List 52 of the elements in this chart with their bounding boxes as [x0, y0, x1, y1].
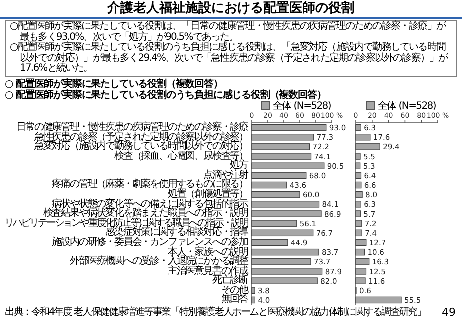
y-tick-label: 日常の健康管理・慢性疾患の疾病管理のための診察・診療 — [16, 122, 248, 133]
bar — [356, 134, 371, 141]
text: ○ 配置医師が実際に果たしている役割（複数回答） — [5, 79, 223, 90]
bar — [252, 153, 312, 160]
bar — [252, 230, 314, 237]
legend-label: 全体 (N=528) — [272, 101, 331, 112]
bar — [252, 210, 322, 218]
bar — [356, 230, 362, 237]
text: 介護老人福祉施設における配置医師の役割 — [106, 0, 356, 17]
bar — [252, 124, 327, 132]
source-note: 出典：令和4年度 老人保健健康増進等事業「特別養護老人ホームと医療機関の協力体制に関する調査研究」 — [5, 307, 426, 319]
bar — [252, 287, 256, 294]
y-tick-label: 死亡診断 — [212, 275, 248, 286]
bar — [356, 144, 380, 150]
bar — [356, 258, 370, 266]
bar — [252, 162, 325, 170]
bar — [356, 268, 367, 275]
bar — [356, 124, 362, 132]
bar — [252, 239, 288, 246]
legend-label: 全体 (N=528) — [377, 101, 436, 112]
text: 49 — [442, 306, 456, 319]
bar — [252, 278, 318, 284]
bar — [356, 191, 363, 198]
bar — [252, 268, 323, 275]
text: ○ 配置医師が実際に果たしている役割のうち負担に感じる役割（複数回答） — [5, 90, 326, 101]
text: ○配置医師が実際に果たしている役割のうち負担に感じる役割は、「急変対応（施設内で勤務している時間以外での対応）」が最も多く29.4%、次いで「急性疾患の診察（予定された定期の診察以外の診察）」が17.6%と続いた。 — [10, 42, 450, 74]
bar — [252, 191, 300, 198]
bar — [356, 220, 362, 227]
bar — [252, 248, 320, 256]
bar — [356, 201, 362, 208]
bar — [356, 153, 361, 160]
y-tick-label: 点滴や注射 — [203, 170, 248, 181]
y-tick-label: 施設内の研修・委員会・カンファレンスへの参加 — [52, 236, 248, 248]
bar — [356, 296, 402, 304]
bar — [356, 278, 366, 284]
bar — [252, 296, 256, 304]
bar — [356, 210, 361, 218]
bar — [252, 258, 312, 266]
bar — [252, 201, 320, 208]
bar — [252, 172, 307, 180]
bar — [356, 182, 362, 189]
bar — [356, 239, 367, 246]
y-tick-label: 無回答 — [221, 294, 248, 306]
bar — [252, 134, 314, 141]
y-tick-label: 急性疾患の診察（予定された定期の診察以外の診察） — [34, 132, 248, 143]
text: ○配置医師が実際に果たしている役割は、「日常の健康管理・慢性疾患の疾病管理のための診察・診療」が最も多く93.0%、次いで「処方」が90.5%であった。 — [10, 21, 448, 42]
bar — [252, 220, 298, 227]
bar — [356, 172, 362, 180]
bar — [252, 144, 310, 150]
bar — [252, 182, 288, 189]
bar — [356, 162, 361, 170]
bar — [356, 248, 365, 256]
